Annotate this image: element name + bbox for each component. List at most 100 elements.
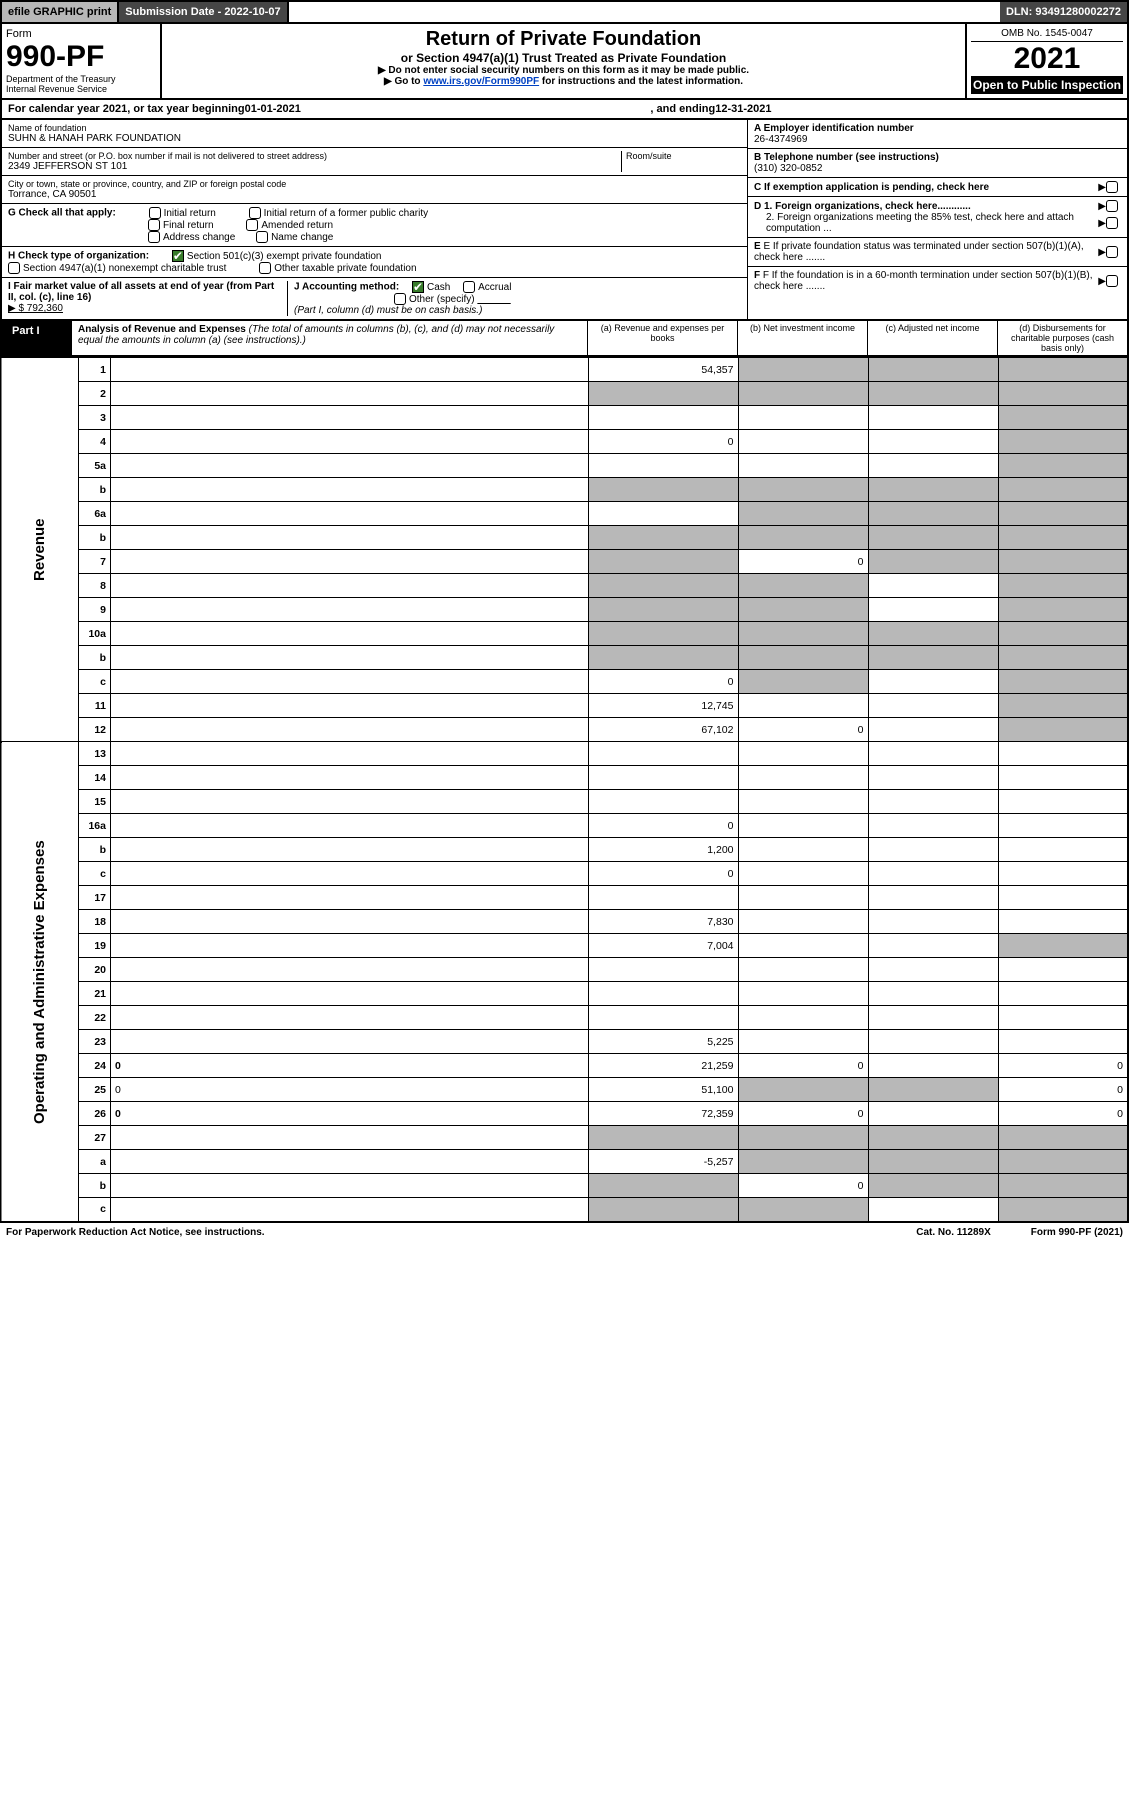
g-opt-3: Initial return of a former public charit… xyxy=(264,208,429,219)
amount-col-d xyxy=(998,766,1128,790)
amount-col-a: 54,357 xyxy=(588,358,738,382)
amount-col-d xyxy=(998,1174,1128,1198)
amount-col-d xyxy=(998,670,1128,694)
amount-col-c xyxy=(868,550,998,574)
efile-print-button[interactable]: efile GRAPHIC print xyxy=(2,2,119,22)
initial-return-checkbox[interactable] xyxy=(149,207,161,219)
amount-col-d xyxy=(998,598,1128,622)
line-description xyxy=(111,1198,589,1222)
line-number: b xyxy=(79,478,111,502)
h-opt-3: Other taxable private foundation xyxy=(274,263,416,274)
amount-col-d xyxy=(998,790,1128,814)
d1-label: D 1. Foreign organizations, check here..… xyxy=(754,201,971,212)
table-row: 24021,25900 xyxy=(1,1054,1128,1078)
e-checkbox[interactable] xyxy=(1106,246,1118,258)
line-number: 16a xyxy=(79,814,111,838)
amount-col-a xyxy=(588,550,738,574)
line-description xyxy=(111,814,589,838)
amount-col-a xyxy=(588,502,738,526)
d2-checkbox[interactable] xyxy=(1106,217,1118,229)
other-taxable-checkbox[interactable] xyxy=(259,262,271,274)
line-number: 22 xyxy=(79,1006,111,1030)
amount-col-a xyxy=(588,454,738,478)
line-number: 4 xyxy=(79,430,111,454)
amount-col-c xyxy=(868,1030,998,1054)
line-number: b xyxy=(79,646,111,670)
cal-mid: , and ending xyxy=(650,103,715,115)
amount-col-b xyxy=(738,886,868,910)
amount-col-a xyxy=(588,622,738,646)
calendar-year-row: For calendar year 2021, or tax year begi… xyxy=(0,100,1129,120)
amount-col-c xyxy=(868,1102,998,1126)
accrual-checkbox[interactable] xyxy=(463,281,475,293)
line-number: 7 xyxy=(79,550,111,574)
open-to-public: Open to Public Inspection xyxy=(971,76,1123,94)
line-number: 21 xyxy=(79,982,111,1006)
table-row: 70 xyxy=(1,550,1128,574)
amended-return-checkbox[interactable] xyxy=(246,219,258,231)
d1-checkbox[interactable] xyxy=(1106,200,1118,212)
initial-former-checkbox[interactable] xyxy=(249,207,261,219)
line-description xyxy=(111,694,589,718)
phone-value: (310) 320-0852 xyxy=(754,163,822,174)
line-number: b xyxy=(79,838,111,862)
amount-col-a: 51,100 xyxy=(588,1078,738,1102)
501c3-checkbox[interactable] xyxy=(172,250,184,262)
amount-col-c xyxy=(868,1150,998,1174)
part1-header: Part I Analysis of Revenue and Expenses … xyxy=(0,321,1129,357)
table-row: 15 xyxy=(1,790,1128,814)
amount-col-b xyxy=(738,670,868,694)
line-number: 15 xyxy=(79,790,111,814)
i-label: I Fair market value of all assets at end… xyxy=(8,281,274,303)
amount-col-c xyxy=(868,814,998,838)
table-row: 26072,35900 xyxy=(1,1102,1128,1126)
g-opt-4: Amended return xyxy=(261,220,333,231)
table-row: 6a xyxy=(1,502,1128,526)
amount-col-c xyxy=(868,910,998,934)
final-return-checkbox[interactable] xyxy=(148,219,160,231)
amount-col-c xyxy=(868,382,998,406)
address-change-checkbox[interactable] xyxy=(148,231,160,243)
page-footer: For Paperwork Reduction Act Notice, see … xyxy=(0,1223,1129,1242)
line-number: 27 xyxy=(79,1126,111,1150)
line-number: 8 xyxy=(79,574,111,598)
c-checkbox[interactable] xyxy=(1106,181,1118,193)
amount-col-d xyxy=(998,622,1128,646)
amount-col-d xyxy=(998,982,1128,1006)
line-description xyxy=(111,454,589,478)
col-b-header: (b) Net investment income xyxy=(737,321,867,355)
4947a1-checkbox[interactable] xyxy=(8,262,20,274)
line-description: 0 xyxy=(111,1102,589,1126)
line-number: 18 xyxy=(79,910,111,934)
irs-link[interactable]: www.irs.gov/Form990PF xyxy=(423,76,539,87)
line-number: 11 xyxy=(79,694,111,718)
amount-col-b xyxy=(738,1150,868,1174)
amount-col-b xyxy=(738,358,868,382)
amount-col-a xyxy=(588,742,738,766)
part1-title: Analysis of Revenue and Expenses xyxy=(78,324,246,335)
amount-col-b xyxy=(738,982,868,1006)
street-address: 2349 JEFFERSON ST 101 xyxy=(8,161,621,172)
submission-date: Submission Date - 2022-10-07 xyxy=(119,2,288,22)
amount-col-d xyxy=(998,718,1128,742)
amount-col-d xyxy=(998,382,1128,406)
line-description xyxy=(111,766,589,790)
other-method-checkbox[interactable] xyxy=(394,293,406,305)
line-description xyxy=(111,790,589,814)
amount-col-a xyxy=(588,1174,738,1198)
table-row: c xyxy=(1,1198,1128,1222)
arrow-icon: ▶ xyxy=(1098,276,1106,287)
line-number: 3 xyxy=(79,406,111,430)
line-number: 26 xyxy=(79,1102,111,1126)
amount-col-c xyxy=(868,622,998,646)
table-row: 5a xyxy=(1,454,1128,478)
f-checkbox[interactable] xyxy=(1106,275,1118,287)
amount-col-d xyxy=(998,742,1128,766)
amount-col-c xyxy=(868,502,998,526)
table-row: 10a xyxy=(1,622,1128,646)
name-change-checkbox[interactable] xyxy=(256,231,268,243)
amount-col-c xyxy=(868,646,998,670)
amount-col-c xyxy=(868,1006,998,1030)
amount-col-a: 12,745 xyxy=(588,694,738,718)
cash-checkbox[interactable] xyxy=(412,281,424,293)
